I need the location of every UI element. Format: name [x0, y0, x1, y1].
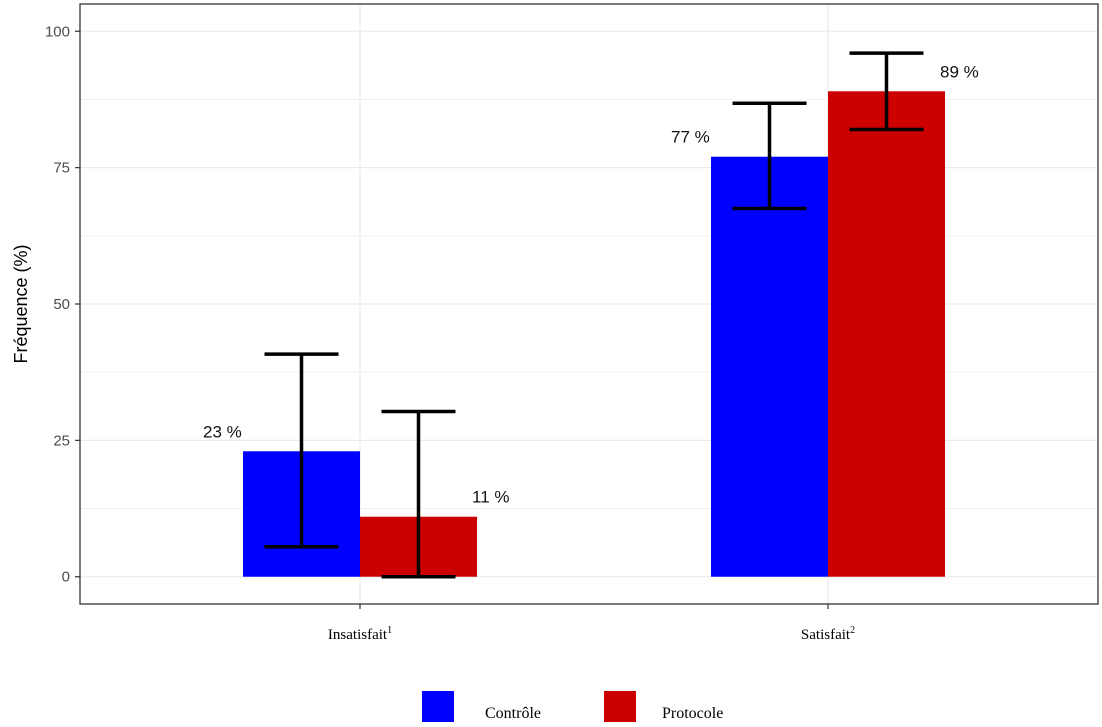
bar-controle-1: [711, 156, 828, 577]
data-label: 89 %: [940, 62, 979, 81]
x-category-name: Satisfait: [801, 627, 851, 643]
y-tick-label: 50: [53, 296, 70, 313]
x-category-superscript: 1: [387, 625, 392, 636]
x-category-label: Satisfait2: [801, 625, 855, 643]
error-bar: [381, 409, 456, 579]
legend-item: Contrôle: [422, 691, 541, 723]
x-category-label: Insatisfait1: [328, 625, 392, 643]
data-label: 23 %: [203, 422, 242, 441]
y-axis-title: Fréquence (%): [11, 244, 31, 363]
bar-protocole-1: [828, 91, 945, 577]
x-category-superscript: 2: [850, 625, 855, 636]
y-tick-label: 0: [62, 569, 70, 586]
y-tick-label: 75: [53, 160, 70, 177]
legend-label: Contrôle: [485, 705, 541, 722]
y-tick-label: 100: [45, 23, 70, 40]
legend-swatch: [604, 691, 636, 723]
y-tick-label: 25: [53, 432, 70, 449]
legend-item: Protocole: [604, 691, 723, 723]
x-category-name: Insatisfait: [328, 627, 388, 643]
data-label: 11 %: [472, 488, 510, 507]
error-bar: [732, 101, 807, 211]
error-bar: [264, 352, 339, 549]
legend-label: Protocole: [662, 705, 723, 722]
data-label: 77 %: [671, 128, 710, 147]
legend-swatch: [422, 691, 454, 723]
error-bar: [849, 51, 924, 132]
